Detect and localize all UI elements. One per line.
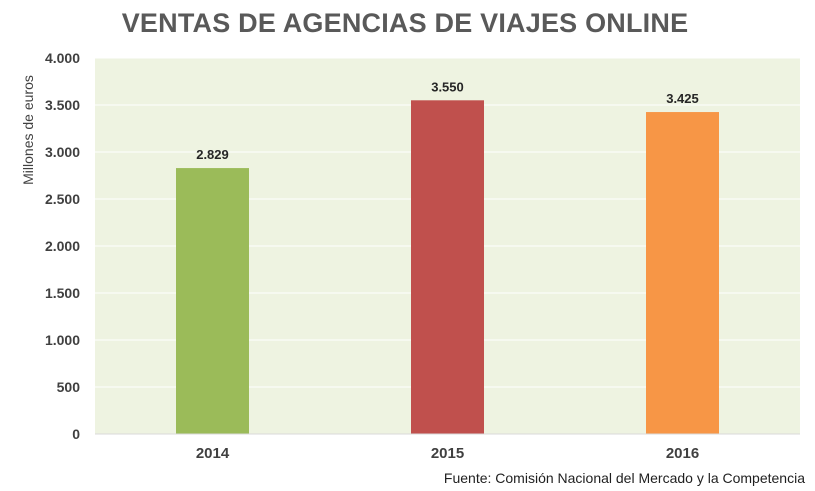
y-tick-labels: 0 500 1.000 1.500 2.000 2.500 3.000 3.500 4.000 xyxy=(45,50,80,442)
x-tick-labels: 2014 2015 2016 xyxy=(196,445,699,462)
y-tick-label: 500 xyxy=(57,379,81,395)
y-tick-label: 1.500 xyxy=(45,285,80,301)
x-tick-label-2014: 2014 xyxy=(196,445,230,462)
bar-2014 xyxy=(176,168,249,434)
data-label-2014: 2.829 xyxy=(196,147,229,162)
y-tick-label: 3.000 xyxy=(45,144,80,160)
y-tick-label: 0 xyxy=(72,426,80,442)
source-note: Fuente: Comisión Nacional del Mercado y … xyxy=(443,470,805,486)
y-tick-label: 3.500 xyxy=(45,97,80,113)
data-labels: 2.829 3.550 3.425 xyxy=(196,79,699,162)
y-tick-label: 2.000 xyxy=(45,238,80,254)
y-axis-label: Millones de euros xyxy=(20,75,36,185)
chart-title: VENTAS DE AGENCIAS DE VIAJES ONLINE xyxy=(121,8,689,38)
bar-2015 xyxy=(411,100,484,435)
data-label-2015: 3.550 xyxy=(431,79,464,94)
bars xyxy=(176,100,719,435)
y-tick-label: 4.000 xyxy=(45,50,80,66)
y-tick-label: 1.000 xyxy=(45,332,80,348)
x-tick-label-2016: 2016 xyxy=(666,445,699,462)
data-label-2016: 3.425 xyxy=(666,91,699,106)
x-tick-label-2015: 2015 xyxy=(431,445,464,462)
y-tick-label: 2.500 xyxy=(45,191,80,207)
bar-2016 xyxy=(646,112,719,435)
